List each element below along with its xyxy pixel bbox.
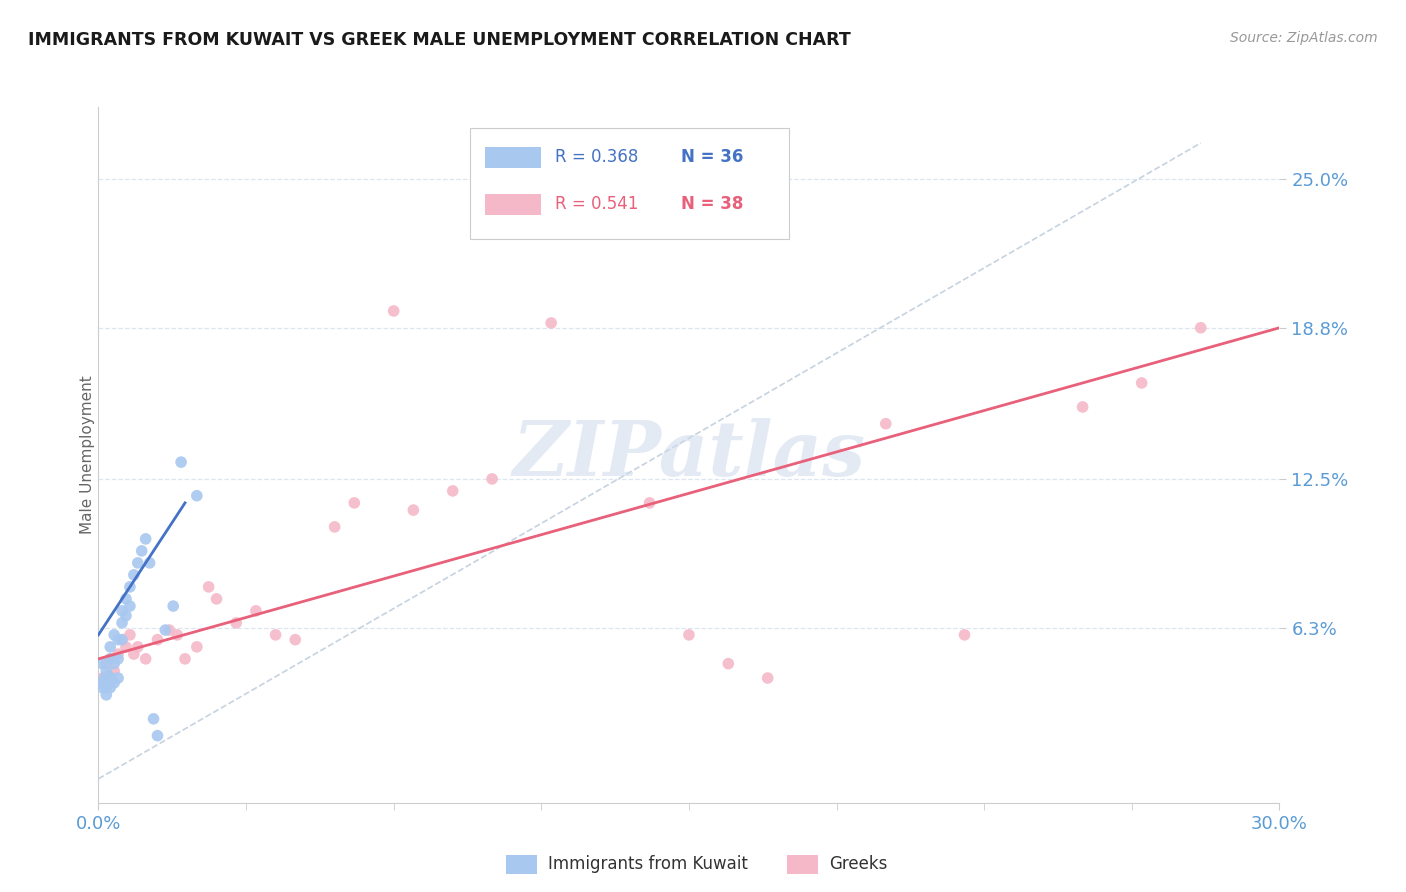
Point (146, 729, 169, 743)
Point (166, 628, 188, 642)
Text: IMMIGRANTS FROM KUWAIT VS GREEK MALE UNEMPLOYMENT CORRELATION CHART: IMMIGRANTS FROM KUWAIT VS GREEK MALE UNE… (28, 31, 851, 49)
Point (93, 671, 115, 685)
Point (162, 599, 184, 613)
Point (174, 652, 197, 666)
Point (107, 632, 129, 647)
Point (118, 599, 141, 613)
Point (91, 671, 114, 685)
Point (1071, 400, 1094, 414)
Point (323, 520, 346, 534)
Point (115, 640, 138, 654)
Point (131, 544, 153, 558)
Point (225, 615, 247, 630)
Point (98, 652, 121, 666)
Point (122, 567, 145, 582)
Point (96, 688, 118, 702)
Point (135, 652, 157, 666)
Point (111, 615, 134, 630)
Point (245, 604, 267, 618)
Point (157, 623, 180, 637)
Point (98, 671, 121, 685)
Bar (485, 194, 541, 215)
Point (756, 671, 779, 685)
FancyBboxPatch shape (471, 128, 789, 239)
Text: R = 0.541: R = 0.541 (555, 195, 638, 213)
Point (103, 657, 125, 671)
Point (638, 496, 661, 510)
Point (142, 712, 165, 726)
Point (97, 668, 120, 682)
Point (96, 657, 118, 671)
Point (89, 676, 111, 690)
Point (717, 657, 740, 671)
Text: N = 36: N = 36 (681, 148, 742, 166)
Point (264, 628, 287, 642)
Text: Immigrants from Kuwait: Immigrants from Kuwait (548, 855, 748, 873)
Point (127, 640, 149, 654)
Text: R = 0.368: R = 0.368 (555, 148, 638, 166)
Point (170, 455, 193, 469)
Point (1189, 320, 1212, 334)
Point (96, 681, 118, 695)
Text: Greeks: Greeks (830, 855, 889, 873)
Point (138, 556, 160, 570)
Point (155, 623, 177, 637)
Point (111, 604, 134, 618)
Point (135, 532, 157, 546)
Bar (485, 146, 541, 168)
Point (103, 676, 125, 690)
Point (441, 483, 464, 498)
Point (343, 496, 366, 510)
Point (127, 556, 149, 570)
Text: N = 38: N = 38 (681, 195, 742, 213)
Point (107, 652, 129, 666)
Point (205, 591, 228, 606)
Point (103, 628, 125, 642)
Text: ZIPatlas: ZIPatlas (512, 418, 866, 491)
Point (98, 652, 121, 666)
Point (107, 671, 129, 685)
Point (197, 580, 219, 594)
Point (103, 664, 125, 678)
Y-axis label: Male Unemployment: Male Unemployment (80, 376, 94, 534)
Point (115, 591, 138, 606)
Point (91, 657, 114, 671)
Point (186, 640, 208, 654)
Point (98, 681, 121, 695)
Point (118, 580, 141, 594)
Point (481, 472, 503, 486)
Point (122, 647, 145, 661)
Point (382, 304, 405, 318)
Point (111, 632, 134, 647)
Point (111, 632, 134, 647)
Text: Source: ZipAtlas.com: Source: ZipAtlas.com (1230, 31, 1378, 45)
Point (146, 632, 169, 647)
Point (186, 489, 208, 503)
Point (402, 503, 425, 517)
Point (875, 417, 897, 431)
Point (678, 628, 700, 642)
Point (115, 608, 138, 623)
Point (540, 316, 562, 330)
Point (1130, 376, 1153, 390)
Point (91, 681, 114, 695)
Point (118, 628, 141, 642)
Point (107, 647, 129, 661)
Point (953, 628, 976, 642)
Point (284, 632, 307, 647)
Point (96, 664, 118, 678)
Point (98, 640, 121, 654)
